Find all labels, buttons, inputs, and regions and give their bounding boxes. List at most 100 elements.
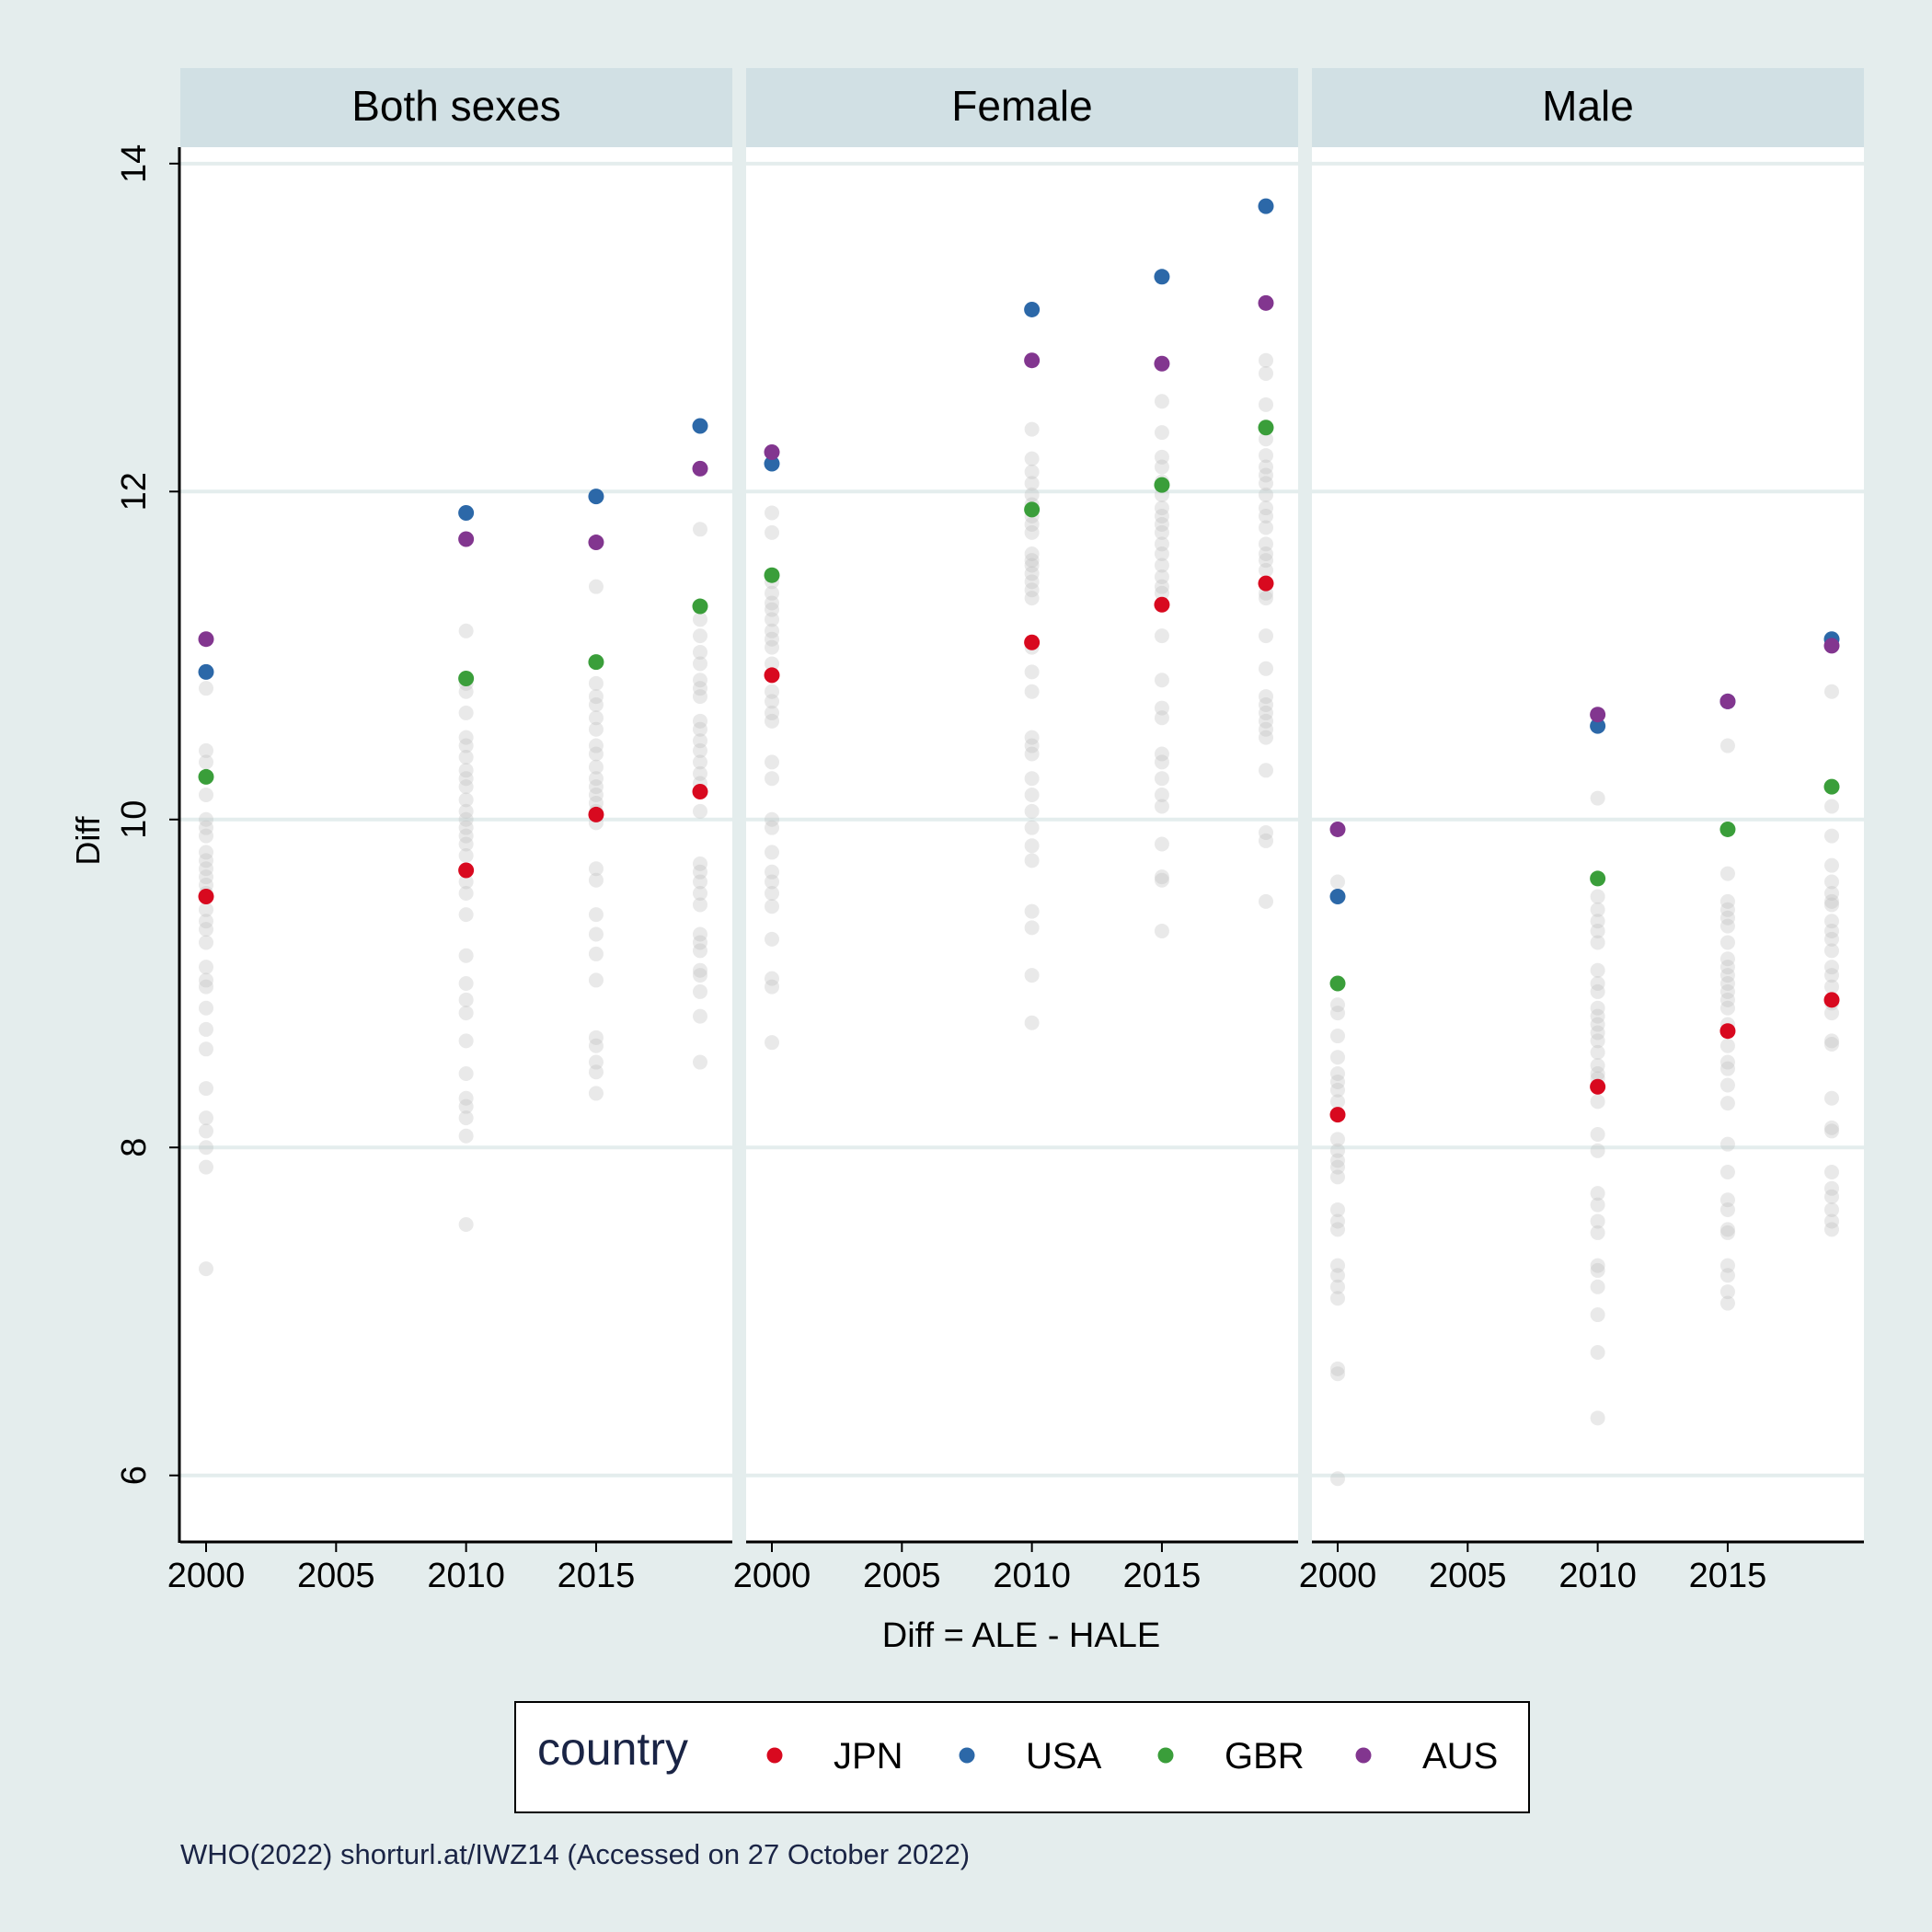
point-other [1154, 628, 1169, 644]
point-other [1330, 1268, 1345, 1283]
point-other [1259, 591, 1273, 606]
point-other [458, 771, 474, 787]
point-other [458, 1110, 474, 1126]
point-other [1154, 836, 1169, 852]
facet-strip [180, 68, 732, 147]
facet-strip [1312, 68, 1864, 147]
point-other [1824, 960, 1839, 975]
y-axis-title: Diff [69, 815, 107, 865]
plot-area [180, 147, 732, 1541]
point-other [199, 972, 213, 988]
point-gbr [458, 670, 475, 686]
point-other [1259, 825, 1273, 841]
point-other [1024, 838, 1040, 854]
point-jpn [1329, 1107, 1346, 1123]
point-other [1154, 771, 1169, 787]
point-other [1824, 874, 1839, 890]
point-other [1719, 1225, 1735, 1240]
point-other [693, 673, 707, 688]
point-other [458, 874, 474, 890]
point-other [199, 869, 213, 885]
point-other [588, 795, 604, 811]
point-other [1590, 1017, 1605, 1032]
point-other [1154, 524, 1169, 540]
point-other [1330, 1366, 1345, 1382]
point-other [1824, 923, 1839, 938]
point-other [1719, 1192, 1735, 1208]
point-gbr [1329, 975, 1346, 992]
point-other [765, 705, 779, 720]
point-aus [1329, 821, 1346, 837]
point-other [1719, 1164, 1735, 1179]
point-other [1590, 1094, 1605, 1110]
point-other [1330, 1029, 1345, 1044]
point-other [1259, 487, 1273, 502]
point-other [693, 754, 707, 770]
point-usa [1590, 718, 1606, 734]
point-other [1590, 1225, 1605, 1240]
point-other [1024, 487, 1040, 502]
point-other [1824, 1090, 1839, 1106]
point-other [1024, 591, 1040, 606]
point-other [1259, 562, 1273, 578]
point-other [1590, 1058, 1605, 1074]
point-other [1154, 754, 1169, 770]
point-other [199, 811, 213, 827]
point-other [588, 746, 604, 762]
point-other [199, 1041, 213, 1057]
point-other [588, 689, 604, 705]
point-usa [692, 418, 708, 434]
point-other [1824, 857, 1839, 873]
point-other [458, 1006, 474, 1021]
panel-both-sexes: Both sexes [180, 68, 732, 1541]
point-other [1719, 968, 1735, 983]
point-other [199, 1081, 213, 1097]
point-other [1719, 1061, 1735, 1076]
point-other [1719, 1000, 1735, 1016]
point-other [1259, 697, 1273, 712]
point-other [199, 1123, 213, 1139]
point-other [1590, 1307, 1605, 1323]
point-other [588, 1054, 604, 1070]
point-other [1259, 553, 1273, 569]
y-tick-label: 10 [115, 800, 154, 839]
point-usa [458, 504, 475, 521]
point-other [1824, 1033, 1839, 1049]
point-other [1590, 1279, 1605, 1294]
legend: country JPN USA GBR AUS [514, 1701, 1530, 1813]
facet-strip [746, 68, 1298, 147]
point-other [765, 845, 779, 860]
point-other [1330, 1094, 1345, 1110]
point-other [199, 1000, 213, 1016]
point-other [1719, 1268, 1735, 1283]
point-other [1719, 1258, 1735, 1273]
point-other [1719, 935, 1735, 950]
point-other [765, 754, 779, 770]
x-tick-label: 2010 [1558, 1557, 1637, 1595]
point-other [1024, 738, 1040, 753]
point-other [1590, 1000, 1605, 1016]
point-other [1259, 833, 1273, 848]
point-gbr [1823, 778, 1840, 795]
y-tick-label: 6 [115, 1466, 154, 1485]
point-other [1330, 1202, 1345, 1217]
axes-layer: 2000 2005 2010 2015 2000 2005 2010 2015 2000 2005… [115, 144, 1864, 1595]
point-other [1330, 1159, 1345, 1175]
point-other [765, 656, 779, 672]
point-other [1024, 421, 1040, 437]
point-other [1154, 710, 1169, 726]
point-other [1259, 689, 1273, 705]
point-other [693, 733, 707, 749]
point-other [1024, 968, 1040, 983]
point-other [1024, 451, 1040, 466]
point-other [588, 1086, 604, 1101]
x-tick-label: 2015 [1123, 1557, 1202, 1595]
point-other [588, 710, 604, 726]
point-other [1719, 902, 1735, 917]
point-other [588, 788, 604, 803]
point-other [1024, 853, 1040, 868]
point-other [1719, 1202, 1735, 1217]
point-other [765, 979, 779, 995]
point-other [1154, 673, 1169, 688]
point-other [1824, 1120, 1839, 1135]
